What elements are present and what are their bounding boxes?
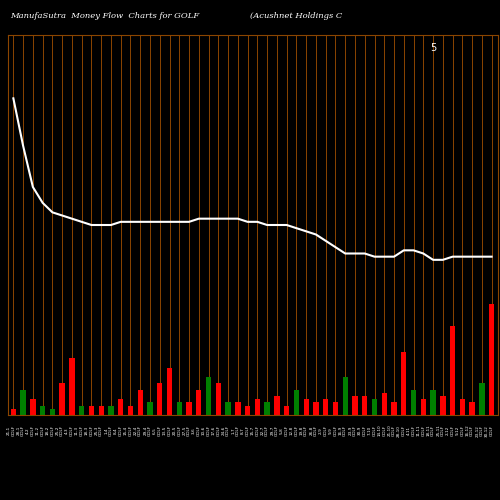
Bar	[226, 402, 231, 415]
Bar	[362, 396, 368, 415]
Bar	[30, 399, 36, 415]
Bar	[294, 390, 299, 415]
Bar	[69, 358, 74, 415]
Bar	[157, 384, 162, 415]
Bar	[245, 406, 250, 415]
Bar	[89, 406, 94, 415]
Bar	[138, 390, 143, 415]
Bar	[274, 396, 280, 415]
Bar	[489, 304, 494, 415]
Bar	[323, 399, 328, 415]
Bar	[128, 406, 133, 415]
Bar	[352, 396, 358, 415]
Bar	[118, 399, 124, 415]
Bar	[216, 384, 221, 415]
Bar	[411, 390, 416, 415]
Bar	[176, 402, 182, 415]
Bar	[108, 406, 114, 415]
Bar	[314, 402, 318, 415]
Bar	[470, 402, 475, 415]
Bar	[10, 408, 16, 415]
Bar	[186, 402, 192, 415]
Bar	[460, 399, 465, 415]
Text: 5: 5	[430, 43, 436, 53]
Bar	[254, 399, 260, 415]
Bar	[304, 399, 309, 415]
Bar	[196, 390, 202, 415]
Bar	[479, 384, 484, 415]
Bar	[420, 399, 426, 415]
Bar	[401, 352, 406, 415]
Bar	[20, 390, 26, 415]
Bar	[392, 402, 396, 415]
Bar	[333, 402, 338, 415]
Bar	[450, 326, 456, 415]
Bar	[50, 408, 55, 415]
Text: ManufaSutra  Money Flow  Charts for GOLF: ManufaSutra Money Flow Charts for GOLF	[10, 12, 199, 20]
Bar	[148, 402, 152, 415]
Bar	[264, 402, 270, 415]
Bar	[235, 402, 240, 415]
Bar	[98, 406, 104, 415]
Text: (Acushnet Holdings C: (Acushnet Holdings C	[250, 12, 342, 20]
Bar	[60, 384, 65, 415]
Bar	[79, 406, 84, 415]
Bar	[342, 377, 348, 415]
Bar	[40, 406, 46, 415]
Bar	[430, 390, 436, 415]
Bar	[372, 399, 377, 415]
Bar	[206, 377, 212, 415]
Bar	[167, 368, 172, 415]
Bar	[284, 406, 290, 415]
Bar	[382, 393, 387, 415]
Bar	[440, 396, 446, 415]
